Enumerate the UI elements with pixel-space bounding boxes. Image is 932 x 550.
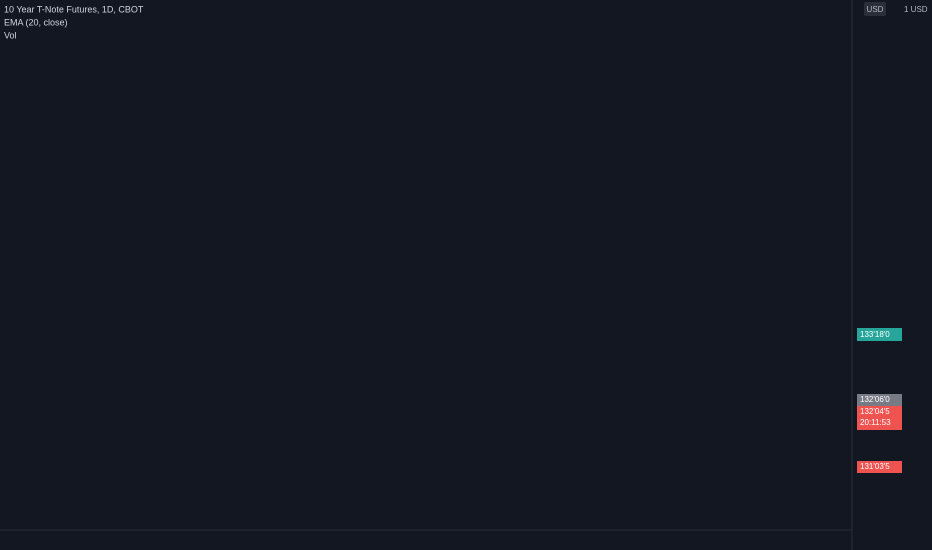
price-tags: 133'18'0 132'06'0 132'04'5 20:11:53 131'…	[857, 328, 902, 473]
tag-box	[857, 406, 902, 430]
price-tag: 133'18'0	[860, 330, 890, 339]
price-tag: 132'04'5	[860, 407, 890, 416]
tag-box	[857, 461, 902, 473]
price-tag: 131'03'5	[860, 462, 890, 471]
chart-title: 10 Year T-Note Futures, 1D, CBOT	[4, 4, 144, 14]
currency-badge[interactable]	[864, 2, 886, 16]
countdown: 20:11:53	[860, 418, 891, 427]
tag-box	[857, 394, 902, 406]
price-tag: 132'06'0	[860, 395, 890, 404]
indicator-label: EMA (20, close)	[4, 17, 68, 27]
indicator-label: Vol	[4, 30, 17, 40]
currency-unit: 1 USD	[904, 5, 928, 14]
currency[interactable]: USD	[867, 5, 884, 14]
tag-box	[857, 328, 902, 341]
